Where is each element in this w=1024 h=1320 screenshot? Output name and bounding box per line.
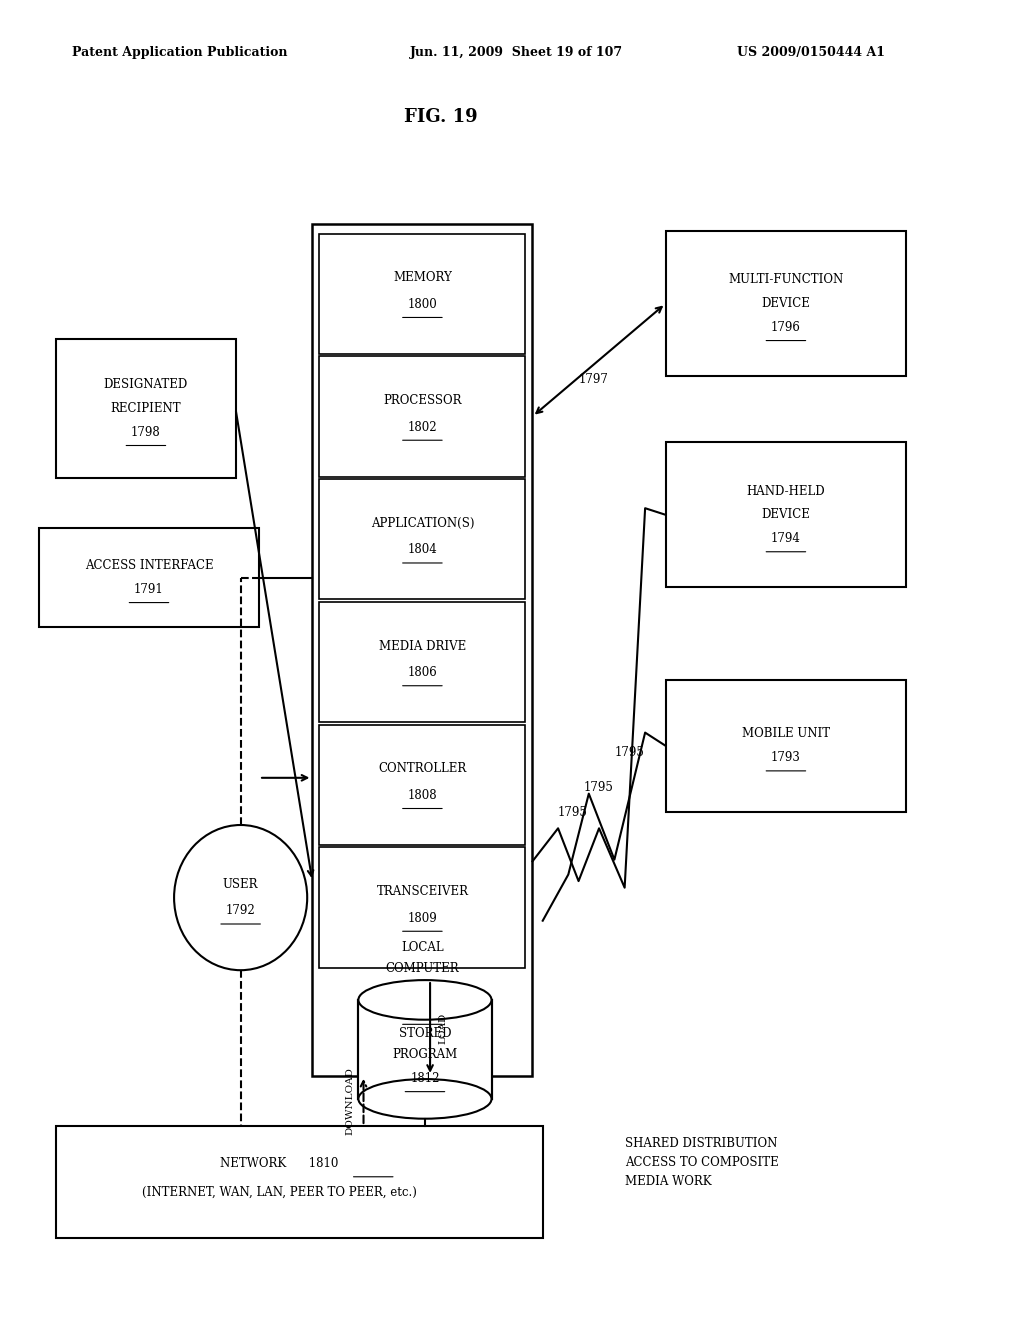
Bar (39, 528, 259, 627)
Text: 1794: 1794 (771, 532, 801, 545)
Bar (666, 442, 906, 587)
Text: 1795: 1795 (584, 780, 613, 793)
Bar (319, 847, 525, 968)
Text: 1793: 1793 (771, 751, 801, 764)
Bar (666, 231, 906, 376)
Text: MEMORY: MEMORY (393, 272, 452, 284)
Bar (312, 224, 532, 1076)
Text: 1806: 1806 (408, 667, 437, 678)
Text: Patent Application Publication: Patent Application Publication (72, 46, 287, 59)
Text: 1791: 1791 (134, 583, 164, 595)
Bar (319, 234, 525, 354)
Text: 1808: 1808 (408, 789, 437, 801)
Text: Jun. 11, 2009  Sheet 19 of 107: Jun. 11, 2009 Sheet 19 of 107 (410, 46, 623, 59)
Text: (INTERNET, WAN, LAN, PEER TO PEER, etc.): (INTERNET, WAN, LAN, PEER TO PEER, etc.) (141, 1187, 417, 1199)
Bar (319, 602, 525, 722)
Text: APPARATUS: APPARATUS (385, 983, 460, 997)
Bar (666, 680, 906, 812)
Text: PROGRAM: PROGRAM (392, 1048, 458, 1061)
Text: 1802: 1802 (408, 421, 437, 433)
Text: USER: USER (223, 878, 258, 891)
Ellipse shape (358, 1080, 492, 1119)
Text: 1790: 1790 (408, 1005, 437, 1018)
Text: PROCESSOR: PROCESSOR (383, 395, 462, 407)
Bar (56, 1126, 543, 1238)
Text: RECIPIENT: RECIPIENT (111, 403, 181, 414)
Text: FIG. 19: FIG. 19 (403, 108, 477, 127)
Text: HAND-HELD: HAND-HELD (746, 484, 825, 498)
Text: 1795: 1795 (558, 807, 588, 818)
Text: LOCAL: LOCAL (401, 941, 443, 954)
Text: US 2009/0150444 A1: US 2009/0150444 A1 (737, 46, 886, 59)
Bar (319, 479, 525, 599)
Bar (319, 725, 525, 845)
Ellipse shape (358, 979, 492, 1020)
Text: SHARED DISTRIBUTION
ACCESS TO COMPOSITE
MEDIA WORK: SHARED DISTRIBUTION ACCESS TO COMPOSITE … (625, 1137, 778, 1188)
Text: NETWORK      1810: NETWORK 1810 (220, 1158, 338, 1170)
Text: MULTI-FUNCTION: MULTI-FUNCTION (728, 273, 844, 286)
Text: DEVICE: DEVICE (762, 297, 810, 310)
Bar (319, 356, 525, 477)
Text: 1797: 1797 (579, 374, 608, 385)
Text: TRANSCEIVER: TRANSCEIVER (377, 886, 468, 898)
Text: MEDIA DRIVE: MEDIA DRIVE (379, 640, 466, 652)
Text: 1792: 1792 (225, 904, 256, 917)
Text: APPLICATION(S): APPLICATION(S) (371, 517, 474, 529)
Text: 1800: 1800 (408, 298, 437, 310)
Text: 1809: 1809 (408, 912, 437, 924)
Ellipse shape (174, 825, 307, 970)
Bar (358, 1001, 492, 1098)
Bar (56, 339, 236, 478)
Text: ACCESS INTERFACE: ACCESS INTERFACE (85, 560, 213, 572)
Text: COMPUTER: COMPUTER (386, 962, 459, 975)
Text: 1796: 1796 (771, 321, 801, 334)
Text: 1812: 1812 (411, 1072, 439, 1085)
Text: DEVICE: DEVICE (762, 508, 810, 521)
Text: 1795: 1795 (614, 746, 644, 759)
Text: MOBILE UNIT: MOBILE UNIT (741, 727, 830, 741)
Text: DOWNLOAD: DOWNLOAD (346, 1067, 354, 1135)
Text: 1804: 1804 (408, 544, 437, 556)
Text: LOAD: LOAD (439, 1012, 447, 1044)
Text: 1798: 1798 (131, 426, 161, 438)
Text: STORED: STORED (398, 1027, 452, 1040)
Text: CONTROLLER: CONTROLLER (378, 763, 467, 775)
Text: DESIGNATED: DESIGNATED (103, 379, 188, 391)
